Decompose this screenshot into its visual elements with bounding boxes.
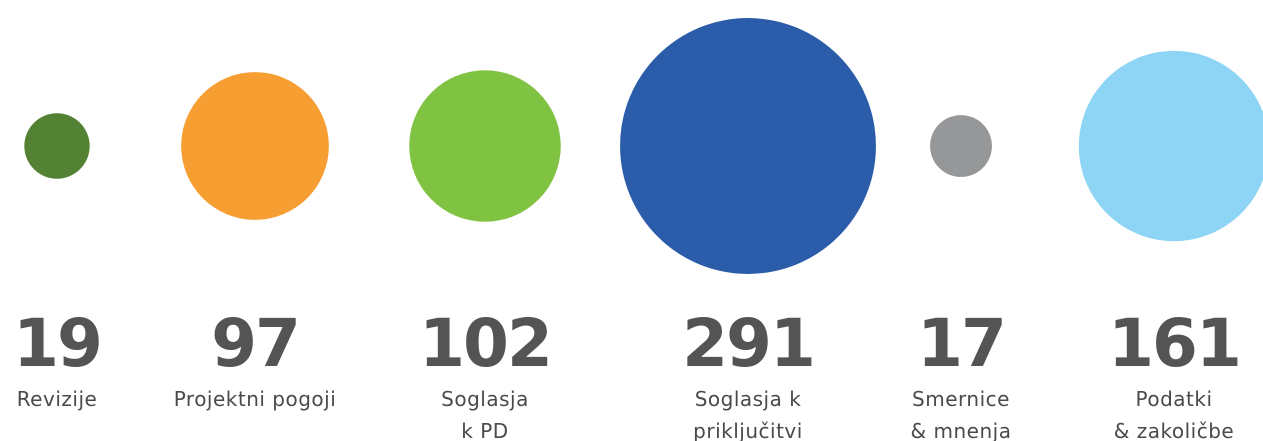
category-label: Soglasja <box>441 387 529 411</box>
value-label: 97 <box>211 305 299 382</box>
category-label: Podatki <box>1135 387 1212 411</box>
value-label: 291 <box>682 305 814 382</box>
value-label: 161 <box>1108 305 1240 382</box>
bubble <box>930 115 992 177</box>
category-label: Projektni pogoji <box>174 387 337 411</box>
value-label: 19 <box>13 305 101 382</box>
category-label: Smernice <box>912 387 1010 411</box>
category-label: & mnenja <box>911 419 1012 441</box>
category-label: priključitvi <box>693 419 803 441</box>
value-label: 102 <box>419 305 551 382</box>
category-label: Revizije <box>17 387 98 411</box>
category-label: Soglasja k <box>695 387 802 411</box>
bubble <box>409 70 561 222</box>
bubble <box>1078 50 1263 242</box>
bubble <box>24 113 90 179</box>
bubble <box>181 72 329 220</box>
category-label: k PD <box>461 419 508 441</box>
value-label: 17 <box>917 305 1005 382</box>
category-label: & zakoličbe <box>1114 419 1234 441</box>
bubble <box>620 18 876 274</box>
